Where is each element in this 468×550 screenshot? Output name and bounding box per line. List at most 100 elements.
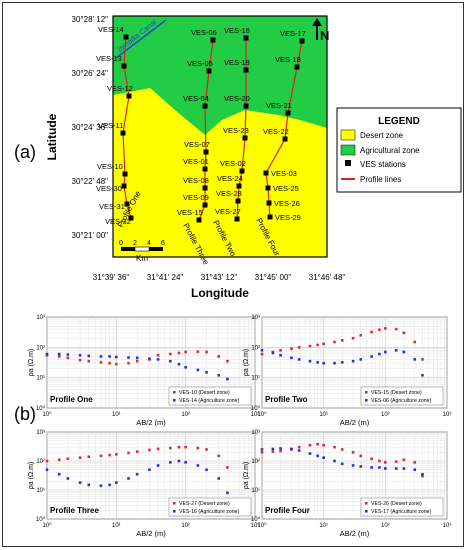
station-label-ves-11: VES-11: [98, 121, 123, 130]
data-point-series-1: [297, 346, 301, 349]
station-marker-ves-12: [126, 93, 132, 99]
station-marker-ves-27: [234, 216, 240, 222]
data-point-series-2: [99, 484, 103, 488]
chart-x-label: AB/2 (m): [136, 529, 166, 538]
data-point-series-1: [115, 362, 118, 366]
legend-label-profile: Profile lines: [360, 175, 401, 184]
data-point-series-2: [333, 361, 336, 365]
station-marker-ves-16: [243, 35, 249, 41]
data-point-series-2: [384, 350, 387, 354]
station-marker-ves-31: [124, 201, 130, 207]
station-marker-ves-01: [202, 166, 208, 172]
data-point-series-1: [156, 447, 160, 451]
station-label-ves-27: VES-27: [215, 207, 241, 216]
chart-legend-marker: [365, 510, 368, 513]
chart-title: Profile Four: [265, 506, 310, 515]
data-point-series-1: [384, 461, 387, 464]
data-point-series-2: [78, 353, 82, 357]
x-tick-label: 10³: [251, 412, 260, 418]
chart-x-label: AB/2 (m): [340, 529, 370, 538]
data-point-series-1: [57, 458, 61, 462]
legend-swatch-station: [345, 160, 351, 166]
chart-legend-label: VES-17 (Agriculture zone): [371, 509, 432, 515]
x-tick-label: 10⁰: [257, 411, 267, 418]
station-label-ves-06: VES-06: [191, 28, 217, 37]
data-point-series-1: [308, 344, 312, 348]
location-map: Ismailia Canal N VES-14VES-13VES-12VES-1…: [45, 15, 345, 300]
data-point-series-2: [308, 359, 312, 363]
data-point-series-1: [340, 448, 344, 451]
chart-y-label: ρa (Ω.m): [28, 462, 35, 490]
data-point-series-1: [359, 333, 363, 337]
station-label-ves-17: VES-17: [280, 29, 306, 38]
x-tick-label: 10¹: [319, 412, 328, 418]
data-point-series-1: [78, 358, 82, 362]
scale-tick-6: 6: [161, 240, 165, 247]
data-point-series-2: [184, 365, 187, 369]
station-label-ves-16: VES-16: [224, 26, 250, 35]
data-point-series-1: [322, 342, 325, 346]
chart-legend-label: VES-27 (Desert zone): [179, 501, 230, 507]
station-marker-ves-24: [236, 183, 242, 189]
y-tick-label: 10²: [251, 345, 260, 351]
station-label-ves-24: VES-24: [217, 174, 243, 183]
data-point-series-1: [333, 340, 336, 344]
data-point-series-1: [351, 450, 355, 454]
y-tick-label: 10⁰: [36, 405, 46, 412]
lon-tick-3: 31°43' 12": [201, 273, 238, 282]
legend-box: [336, 107, 462, 193]
data-point-series-1: [384, 327, 387, 330]
lat-tick-2: 30°26' 24": [72, 69, 109, 78]
y-tick-label: 10⁰: [251, 405, 261, 412]
data-point-series-2: [359, 358, 363, 361]
data-point-series-1: [87, 359, 91, 363]
chart-legend-marker: [365, 399, 368, 402]
station-marker-ves-30: [121, 183, 127, 189]
lat-tick-3: 30°24' 36": [72, 123, 109, 132]
legend-label-desert: Desert zone: [360, 131, 404, 140]
lat-tick-5: 30°21' 00": [72, 231, 109, 240]
chart-y-label: ρa (Ω.m): [243, 349, 250, 377]
data-point-series-1: [297, 445, 301, 449]
data-point-series-1: [184, 350, 187, 354]
chart-legend-label: VES-10 (Desert zone): [179, 390, 230, 396]
scale-bar-seg-3: [149, 247, 163, 251]
lon-tick-5: 31°46' 48": [309, 273, 346, 282]
station-marker-ves-07: [203, 149, 209, 155]
legend-swatch-desert: [340, 129, 356, 141]
station-label-ves-05: VES-05: [187, 59, 213, 68]
y-tick-label: 10⁰: [251, 516, 261, 523]
station-label-ves-22: VES-22: [263, 127, 289, 136]
data-point-series-2: [297, 449, 301, 452]
data-point-series-2: [421, 472, 424, 476]
station-label-ves-25: VES-25: [273, 184, 299, 193]
scale-unit: Km: [136, 254, 148, 263]
data-point-series-2: [322, 361, 325, 365]
data-point-series-1: [148, 448, 151, 452]
data-point-series-2: [168, 359, 172, 363]
figure-frame: [2, 2, 464, 547]
profile-line-1: [122, 36, 132, 219]
station-marker-ves-29: [267, 214, 273, 220]
station-marker-ves-03: [263, 170, 269, 176]
data-point-series-1: [177, 351, 181, 355]
data-point-series-1: [308, 443, 312, 447]
station-marker-ves-05: [206, 68, 212, 74]
data-point-series-1: [135, 359, 139, 363]
y-tick-label: 10³: [36, 430, 45, 436]
data-point-series-2: [156, 358, 160, 361]
data-point-series-2: [421, 373, 424, 377]
station-label-ves-03: VES-03: [271, 169, 297, 178]
data-point-series-1: [127, 451, 130, 455]
data-point-series-1: [359, 454, 363, 458]
data-point-series-2: [394, 348, 398, 352]
data-point-series-2: [413, 468, 417, 472]
canal-line: [115, 19, 167, 59]
x-tick-label: 10²: [381, 523, 390, 529]
north-arrowhead-icon: [312, 18, 322, 26]
data-point-series-2: [115, 355, 118, 359]
data-point-series-1: [99, 361, 103, 364]
data-point-series-2: [271, 447, 275, 451]
y-tick-label: 10¹: [36, 488, 45, 494]
lon-tick-4: 31°45' 00": [255, 273, 292, 282]
